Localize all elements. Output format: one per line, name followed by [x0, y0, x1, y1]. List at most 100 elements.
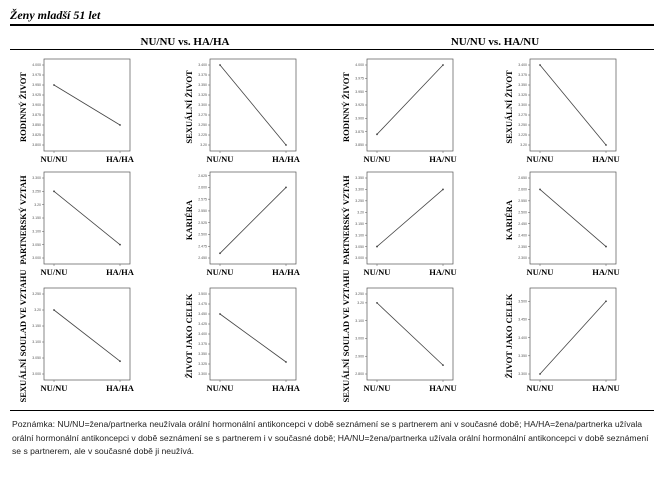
y-tick-label: 3.850 [32, 123, 41, 127]
x-tick-label: HA/HA [272, 383, 300, 393]
y-tick-label: 3.250 [355, 292, 364, 296]
data-point [119, 360, 121, 363]
y-tick-label: 2.600 [198, 186, 207, 190]
data-point [376, 133, 378, 136]
y-tick-label: 3.400 [518, 336, 527, 340]
data-point [605, 144, 607, 146]
y-tick-label: 3.500 [518, 299, 527, 303]
x-tick-label: NU/NU [364, 267, 391, 277]
y-tick-label: 3.375 [198, 342, 207, 346]
group-rule [10, 49, 654, 50]
y-tick-label: 3.950 [32, 83, 41, 87]
group-label-right: NU/NU vs. HA/NU [450, 36, 540, 48]
y-tick-label: 3.425 [198, 322, 207, 326]
chart-panel: SEXUÁLNÍ SOULAD VE VZTAHU 3.000 3.050 3.100… [14, 270, 134, 403]
y-tick-label: 3.100 [32, 230, 41, 234]
y-tick-label: 3.20 [200, 143, 207, 147]
data-point [539, 188, 541, 191]
series-line [53, 191, 121, 245]
y-tick-label: 3.400 [198, 332, 207, 336]
series-line [539, 64, 607, 146]
data-point [376, 245, 378, 248]
chart-panel: ŽIVOT JAKO CELEK 3.300 3.325 3.350 3.375 3.40… [180, 286, 300, 401]
data-point [442, 64, 444, 66]
y-tick-label: 3.300 [518, 103, 527, 107]
footnote: Poznámka: NU/NU=žena/partnerka neužívala… [12, 419, 649, 456]
x-tick-label: NU/NU [527, 383, 554, 393]
line-chart: 2.450 2.475 2.500 2.525 2.550 2.575 2.600 2.625… [198, 171, 300, 277]
data-point [605, 245, 607, 248]
y-tick-label: 3.225 [518, 133, 527, 137]
y-tick-label: 3.350 [518, 83, 527, 87]
data-point [539, 373, 541, 375]
y-tick-label: 3.350 [355, 176, 364, 180]
chart-panel: KARIÉRA 2.450 2.475 2.500 2.525 2.550 2.575 2.6… [180, 170, 300, 285]
line-chart: 3.000 3.050 3.100 3.150 3.20 3.250 3.300 3.350 N… [355, 171, 457, 277]
y-tick-label: 3.225 [198, 133, 207, 137]
y-tick-label: 3.375 [198, 73, 207, 77]
y-tick-label: 3.250 [32, 292, 41, 296]
data-point [442, 364, 444, 367]
data-point [219, 313, 221, 315]
plot-frame [43, 287, 131, 381]
y-tick-label: 3.20 [34, 308, 41, 312]
chart-panel: RODINNÝ ŽIVOT 3.800 3.825 3.850 3.875 3.900 3.… [14, 57, 134, 172]
y-tick-label: 3.325 [518, 93, 527, 97]
x-tick-label: NU/NU [41, 383, 68, 393]
y-tick-label: 3.850 [355, 143, 364, 147]
y-tick-label: 3.500 [198, 292, 207, 296]
y-tick-label: 3.250 [198, 123, 207, 127]
x-tick-label: HA/NU [429, 154, 456, 164]
x-tick-label: NU/NU [527, 267, 554, 277]
y-tick-label: 3.400 [198, 63, 207, 67]
data-point [285, 361, 287, 363]
y-tick-label: 3.925 [355, 103, 364, 107]
y-tick-label: 3.350 [518, 354, 527, 358]
y-tick-label: 2.300 [518, 256, 527, 260]
series-line [53, 309, 121, 362]
plot-frame [529, 287, 617, 381]
x-tick-label: HA/HA [106, 154, 134, 164]
y-tick-label: 3.000 [355, 256, 364, 260]
series-line [376, 302, 444, 366]
y-tick-label: 3.275 [518, 113, 527, 117]
y-tick-label: 3.150 [32, 324, 41, 328]
y-tick-label: 3.875 [32, 113, 41, 117]
figure-title: Ženy mladší 51 let [10, 8, 101, 22]
y-tick-label: 3.150 [32, 216, 41, 220]
x-tick-label: NU/NU [41, 154, 68, 164]
x-tick-label: HA/NU [592, 383, 619, 393]
chart-panel: SEXUÁLNÍ ŽIVOT 3.20 3.225 3.250 3.275 3.300 3.… [500, 57, 620, 172]
y-tick-label: 3.925 [32, 93, 41, 97]
data-point [119, 124, 121, 126]
y-tick-label: 3.300 [355, 188, 364, 192]
y-tick-label: 3.875 [355, 130, 364, 134]
data-point [53, 309, 55, 311]
y-tick-label: 2.475 [198, 244, 207, 248]
chart-panel: SEXUÁLNÍ SOULAD VE VZTAHU 2.800 2.900 3.000… [337, 270, 457, 403]
x-tick-label: NU/NU [364, 383, 391, 393]
chart-panel: RODINNÝ ŽIVOT 3.850 3.875 3.900 3.925 3.950 3.… [337, 57, 457, 172]
line-chart: 3.800 3.825 3.850 3.875 3.900 3.925 3.950 3.975… [32, 58, 134, 164]
line-chart: 3.000 3.050 3.100 3.150 3.20 3.250 3.300 NU/NU H… [32, 171, 134, 277]
line-chart: 3.300 3.350 3.400 3.450 3.500 NU/NU HA/NU [518, 287, 620, 393]
data-point [285, 144, 287, 146]
x-tick-label: HA/NU [429, 383, 456, 393]
x-tick-label: HA/NU [592, 154, 619, 164]
series-line [53, 84, 121, 126]
x-tick-label: NU/NU [527, 154, 554, 164]
x-tick-label: NU/NU [41, 267, 68, 277]
chart-panel: SEXUÁLNÍ ŽIVOT 3.20 3.225 3.250 3.275 3.300 3.… [180, 57, 300, 172]
y-tick-label: 3.400 [518, 63, 527, 67]
y-tick-label: 3.900 [32, 103, 41, 107]
y-tick-label: 3.000 [32, 256, 41, 260]
y-tick-label: 3.375 [518, 73, 527, 77]
y-tick-label: 2.450 [198, 256, 207, 260]
data-point [119, 243, 121, 246]
line-chart: 3.20 3.225 3.250 3.275 3.300 3.325 3.350 3.375 3… [518, 58, 620, 164]
y-tick-label: 2.500 [198, 233, 207, 237]
data-point [442, 188, 444, 191]
y-tick-label: 3.150 [355, 222, 364, 226]
x-tick-label: HA/HA [106, 267, 134, 277]
series-line [376, 189, 444, 247]
